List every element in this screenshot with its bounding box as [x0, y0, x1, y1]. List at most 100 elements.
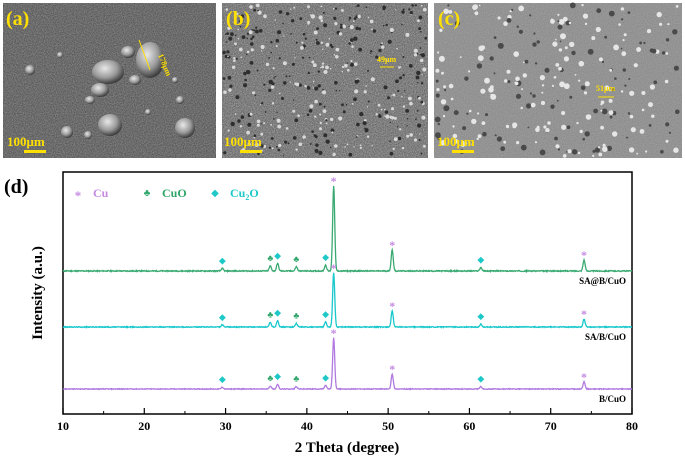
sem-grain — [477, 134, 482, 139]
sem-grain — [358, 27, 362, 31]
sem-grain — [310, 14, 312, 16]
sem-grain — [270, 41, 273, 44]
sem-grain — [416, 70, 421, 76]
sem-grain — [355, 136, 358, 138]
sem-grain — [233, 56, 236, 60]
sem-grain — [453, 110, 459, 116]
sem-grain — [273, 118, 275, 120]
sem-grain — [621, 18, 624, 21]
sem-grain — [419, 58, 424, 63]
sem-grain — [351, 45, 354, 48]
sem-particle — [172, 77, 178, 83]
sem-grain — [351, 103, 354, 105]
sem-grain — [341, 70, 343, 73]
legend-symbol: * — [75, 188, 82, 203]
sem-grain — [401, 146, 405, 150]
sem-grain — [557, 24, 563, 30]
sem-grain — [309, 104, 314, 109]
sem-grain — [250, 37, 253, 41]
sem-grain — [344, 63, 348, 68]
sem-grain — [335, 55, 339, 59]
sem-grain — [274, 19, 276, 21]
sem-grain — [385, 23, 388, 27]
sem-grain — [300, 46, 304, 50]
sem-grain — [353, 17, 357, 20]
sem-grain — [322, 109, 327, 113]
sem-grain — [282, 22, 285, 25]
legend: * Cu ♣ CuO ◆ Cu2O — [75, 186, 259, 203]
sem-grain — [389, 121, 392, 124]
sem-grain — [330, 117, 334, 121]
sem-grain — [563, 83, 570, 90]
sem-grain — [515, 76, 520, 82]
plot-area — [62, 171, 633, 415]
sem-grain — [399, 128, 402, 131]
legend-symbol: ◆ — [211, 188, 219, 199]
sem-grain — [441, 71, 444, 75]
sem-grain — [418, 27, 422, 31]
sem-grain — [283, 35, 285, 37]
sem-grain — [438, 55, 445, 62]
sem-grain — [240, 14, 245, 19]
x-tick-label: 60 — [463, 419, 475, 433]
sem-grain — [622, 39, 625, 42]
sem-grain — [558, 48, 563, 52]
sem-grain — [247, 142, 251, 146]
sem-grain — [505, 124, 510, 129]
sem-grain — [354, 89, 359, 94]
sem-grain — [393, 137, 398, 142]
sem-grain — [520, 106, 523, 110]
sem-grain — [581, 3, 584, 7]
sem-grain — [257, 9, 259, 12]
sem-grain — [461, 140, 465, 145]
sem-grain — [353, 36, 358, 41]
sem-grain — [322, 88, 324, 91]
sem-grain — [395, 9, 397, 11]
sem-grain — [532, 94, 536, 98]
sem-grain — [636, 152, 639, 155]
sem-particle — [175, 118, 195, 138]
sem-grain — [403, 90, 406, 92]
sem-grain — [341, 103, 344, 107]
sem-grain — [550, 18, 554, 22]
sem-grain — [577, 151, 581, 155]
sem-grain — [223, 90, 227, 94]
sem-grain — [312, 80, 315, 83]
sem-grain — [653, 80, 658, 85]
sem-grain — [226, 50, 230, 54]
sem-grain — [402, 56, 405, 58]
sem-grain — [317, 84, 321, 88]
sem-grain — [522, 73, 527, 78]
sem-grain — [332, 7, 335, 10]
sem-grain — [291, 62, 295, 66]
sem-grain — [276, 145, 278, 148]
sem-grain — [256, 119, 261, 124]
sem-grain — [409, 101, 413, 106]
sem-grain — [608, 98, 613, 103]
sem-grain — [323, 70, 328, 74]
sem-grain — [333, 16, 337, 20]
sem-grain — [366, 106, 369, 108]
sem-grain — [558, 19, 565, 25]
peak-marker-cu2o: ◆ — [477, 374, 484, 384]
sem-grain — [440, 140, 447, 146]
sem-grain — [584, 81, 590, 87]
sem-grain — [369, 52, 371, 54]
sem-grain — [496, 136, 502, 142]
sem-grain — [536, 125, 540, 129]
sem-grain — [225, 41, 228, 43]
sem-grain — [550, 104, 555, 109]
series-line — [62, 185, 633, 274]
sem-grain — [362, 121, 367, 126]
sem-grain — [559, 40, 562, 43]
peak-marker-cu: * — [389, 362, 395, 376]
sem-grain — [566, 125, 571, 129]
sem-grain — [660, 150, 664, 154]
sem-grain — [587, 48, 594, 55]
sem-grain — [342, 65, 345, 69]
sem-grain — [466, 112, 469, 115]
sem-grain — [320, 67, 322, 69]
sem-grain — [350, 63, 354, 67]
sem-grain — [401, 10, 405, 14]
sem-grain — [402, 105, 406, 108]
